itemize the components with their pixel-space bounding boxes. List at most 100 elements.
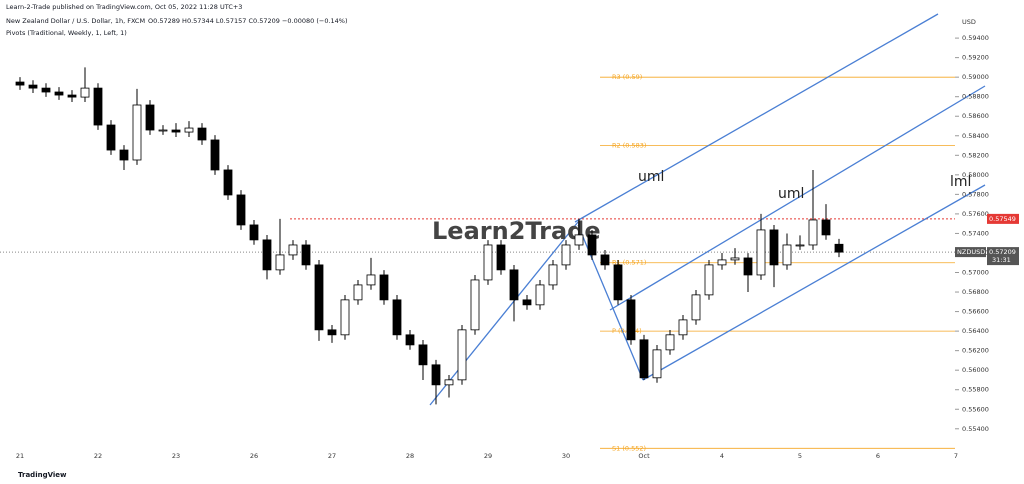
candle-body xyxy=(197,127,207,141)
candle-body xyxy=(574,234,584,246)
candle-body xyxy=(665,334,675,351)
candle-body xyxy=(418,344,428,366)
candle-body xyxy=(431,364,441,386)
trend-line xyxy=(609,85,986,311)
pivot-label: R3 (0.59) xyxy=(612,73,642,81)
candle-body xyxy=(808,219,818,246)
candle-body xyxy=(301,244,311,266)
candle-body xyxy=(561,244,571,266)
x-tick-label: 29 xyxy=(484,452,492,460)
y-tick-label: 0.58200 xyxy=(962,151,989,159)
candle-body xyxy=(496,244,506,271)
candle-body xyxy=(756,229,766,276)
trend-line xyxy=(642,184,986,381)
pivot-label: R1 (0.571) xyxy=(612,259,646,267)
candle-body xyxy=(821,219,831,236)
level-box xyxy=(987,213,1019,224)
pivot-label: S1 (0.552) xyxy=(612,444,646,452)
candle-body xyxy=(236,194,246,226)
price-box xyxy=(987,247,1019,266)
candle-body xyxy=(834,243,844,253)
candle-body xyxy=(691,294,701,321)
candle-body xyxy=(327,329,337,336)
candle-body xyxy=(275,254,285,271)
candle-body xyxy=(509,269,519,301)
currency: USD xyxy=(962,18,976,26)
candle-body xyxy=(93,87,103,126)
pivot-label: R2 (0.583) xyxy=(612,142,646,150)
candle-body xyxy=(366,274,376,286)
candle-body xyxy=(795,244,805,247)
annotation: uml xyxy=(638,169,664,185)
candle-body xyxy=(28,84,38,89)
candle-body xyxy=(548,264,558,286)
y-tick-label: 0.58000 xyxy=(962,171,989,179)
level-label: 0.57549 xyxy=(989,215,1016,223)
candle-body xyxy=(171,129,181,133)
footer: TradingView xyxy=(18,471,67,479)
x-tick-label: 21 xyxy=(16,452,24,460)
y-tick-label: 0.55400 xyxy=(962,425,989,433)
publish-line: Learn-2-Trade published on TradingView.c… xyxy=(6,3,242,11)
y-tick-label: 0.59200 xyxy=(962,54,989,62)
y-tick-label: 0.58400 xyxy=(962,132,989,140)
candle-body xyxy=(613,264,623,301)
candle-body xyxy=(470,279,480,331)
x-tick-label: 26 xyxy=(250,452,258,460)
candle-body xyxy=(158,129,168,132)
y-tick-label: 0.58800 xyxy=(962,93,989,101)
y-tick-label: 0.57600 xyxy=(962,210,989,218)
y-tick-label: 0.58600 xyxy=(962,112,989,120)
countdown: 31:31 xyxy=(992,256,1011,264)
x-tick-label: 28 xyxy=(406,452,414,460)
candle-body xyxy=(444,379,454,386)
candle-body xyxy=(210,139,220,171)
symbol-label: NZDUSD xyxy=(957,248,985,256)
ohlc-line: O0.57289 H0.57344 L0.57157 C0.57209 −0.0… xyxy=(148,17,348,25)
x-tick-label: 7 xyxy=(954,452,958,460)
y-tick-label: 0.55800 xyxy=(962,386,989,394)
y-tick-label: 0.55600 xyxy=(962,405,989,413)
candle-body xyxy=(379,274,389,301)
price-label: 0.57209 xyxy=(989,248,1016,256)
candle-body xyxy=(54,91,64,96)
candle-body xyxy=(353,284,363,301)
candle-body xyxy=(639,339,649,379)
y-tick-label: 0.56600 xyxy=(962,308,989,316)
candle-body xyxy=(717,259,727,266)
x-tick-label: 27 xyxy=(328,452,336,460)
candle-body xyxy=(288,244,298,256)
x-tick-label: Oct xyxy=(638,452,650,460)
y-tick-label: 0.57400 xyxy=(962,229,989,237)
y-tick-label: 0.56000 xyxy=(962,366,989,374)
y-tick-label: 0.59000 xyxy=(962,73,989,81)
candle-body xyxy=(405,334,415,346)
candle-body xyxy=(67,94,77,98)
candle-body xyxy=(743,257,753,276)
annotation: lml xyxy=(950,174,971,190)
candle-body xyxy=(132,104,142,161)
x-tick-label: 22 xyxy=(94,452,102,460)
indicator-line: Pivots (Traditional, Weekly, 1, Left, 1) xyxy=(6,29,127,37)
candle-body xyxy=(106,124,116,151)
candle-body xyxy=(600,254,610,266)
watermark: Learn2Trade xyxy=(432,217,601,245)
candle-body xyxy=(678,319,688,336)
candle-body xyxy=(457,329,467,381)
candle-body xyxy=(15,81,25,86)
trend-line xyxy=(429,221,579,406)
candle-body xyxy=(522,299,532,306)
candle-body xyxy=(80,87,90,98)
candle-body xyxy=(535,284,545,306)
candle-body xyxy=(314,264,324,331)
symbol-box xyxy=(955,247,986,258)
x-tick-label: 5 xyxy=(798,452,802,460)
y-tick-label: 0.56800 xyxy=(962,288,989,296)
symbol-line: New Zealand Dollar / U.S. Dollar, 1h, FX… xyxy=(6,17,145,25)
candle-body xyxy=(340,299,350,336)
y-tick-label: 0.57800 xyxy=(962,190,989,198)
y-tick-label: 0.56400 xyxy=(962,327,989,335)
candle-body xyxy=(262,239,272,271)
